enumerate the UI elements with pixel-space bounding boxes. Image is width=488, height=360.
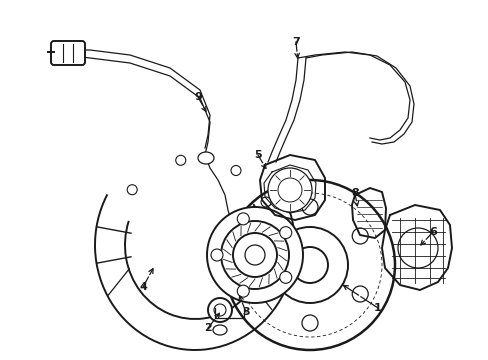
- Text: 8: 8: [350, 188, 358, 198]
- Ellipse shape: [213, 325, 226, 335]
- Ellipse shape: [198, 152, 214, 164]
- Circle shape: [206, 207, 303, 303]
- Circle shape: [279, 271, 291, 283]
- Text: 7: 7: [291, 37, 299, 47]
- Circle shape: [210, 249, 223, 261]
- Circle shape: [207, 298, 231, 322]
- Text: 2: 2: [203, 323, 211, 333]
- Text: 3: 3: [242, 307, 249, 317]
- Text: 4: 4: [139, 282, 146, 292]
- Circle shape: [267, 168, 311, 212]
- Circle shape: [279, 227, 291, 239]
- Text: 6: 6: [428, 227, 436, 237]
- Text: 5: 5: [254, 150, 261, 160]
- FancyBboxPatch shape: [51, 41, 85, 65]
- Circle shape: [237, 213, 249, 225]
- Text: 9: 9: [194, 92, 202, 102]
- Circle shape: [237, 285, 249, 297]
- Text: 1: 1: [373, 303, 381, 313]
